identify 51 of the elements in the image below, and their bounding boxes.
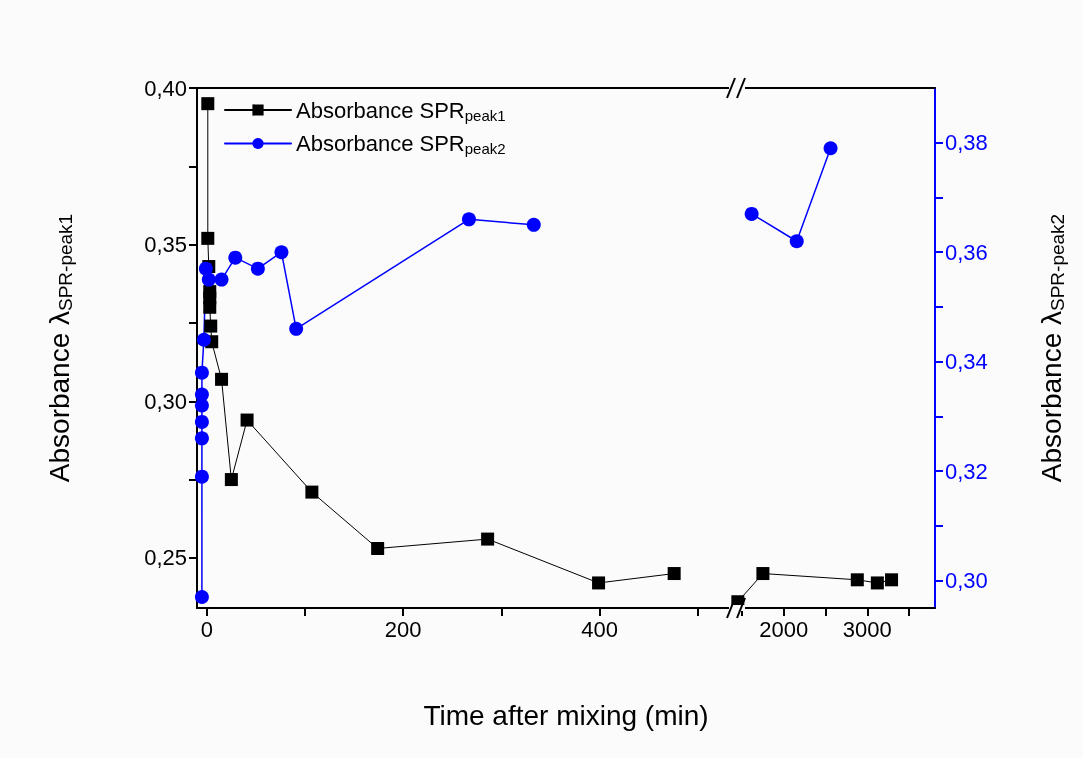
y-tick-label: 0,35 <box>144 232 187 258</box>
point <box>228 250 243 265</box>
point <box>194 414 209 429</box>
x-tick-label: 0 <box>200 616 213 642</box>
point <box>850 573 864 587</box>
point <box>250 261 265 276</box>
y2-tick-label: 0,36 <box>945 239 988 265</box>
point <box>240 413 254 427</box>
y-tick-label: 0,30 <box>144 388 187 414</box>
point <box>194 590 209 605</box>
y-tick-label: 0,25 <box>144 545 187 571</box>
point <box>371 541 385 555</box>
point <box>215 372 229 386</box>
point <box>201 97 215 111</box>
point <box>667 567 681 581</box>
point <box>789 234 804 249</box>
point <box>305 485 319 499</box>
point <box>756 567 770 581</box>
point <box>196 332 211 347</box>
point <box>885 573 899 587</box>
point <box>289 321 304 336</box>
point <box>481 532 495 546</box>
point <box>592 576 606 590</box>
x-tick-label: 200 <box>384 616 422 642</box>
y2-tick-label: 0,34 <box>945 349 988 375</box>
point <box>526 217 541 232</box>
point <box>224 473 238 487</box>
point <box>214 272 229 287</box>
point <box>870 576 884 590</box>
point <box>194 431 209 446</box>
x-axis-title: Time after mixing (min) <box>422 700 710 732</box>
y2-tick-label: 0,30 <box>945 568 988 594</box>
point <box>201 272 216 287</box>
point <box>203 300 217 314</box>
y-tick-label: 0,40 <box>144 75 187 101</box>
y2-axis-title: Absorbance λSPR-peak2 <box>1035 213 1068 483</box>
point <box>201 231 215 245</box>
y2-tick-label: 0,32 <box>945 458 988 484</box>
x-tick-label: 3000 <box>842 616 892 642</box>
y-axis-title: Absorbance λSPR-peak1 <box>43 213 76 483</box>
point <box>194 469 209 484</box>
y2-tick-label: 0,38 <box>945 130 988 156</box>
point <box>194 387 209 402</box>
point <box>204 319 218 333</box>
point <box>274 245 289 260</box>
point <box>823 141 838 156</box>
x-tick-label: 400 <box>581 616 618 642</box>
point <box>744 206 759 221</box>
point <box>194 365 209 380</box>
x-tick-label: 2000 <box>759 616 809 642</box>
point <box>461 212 476 227</box>
